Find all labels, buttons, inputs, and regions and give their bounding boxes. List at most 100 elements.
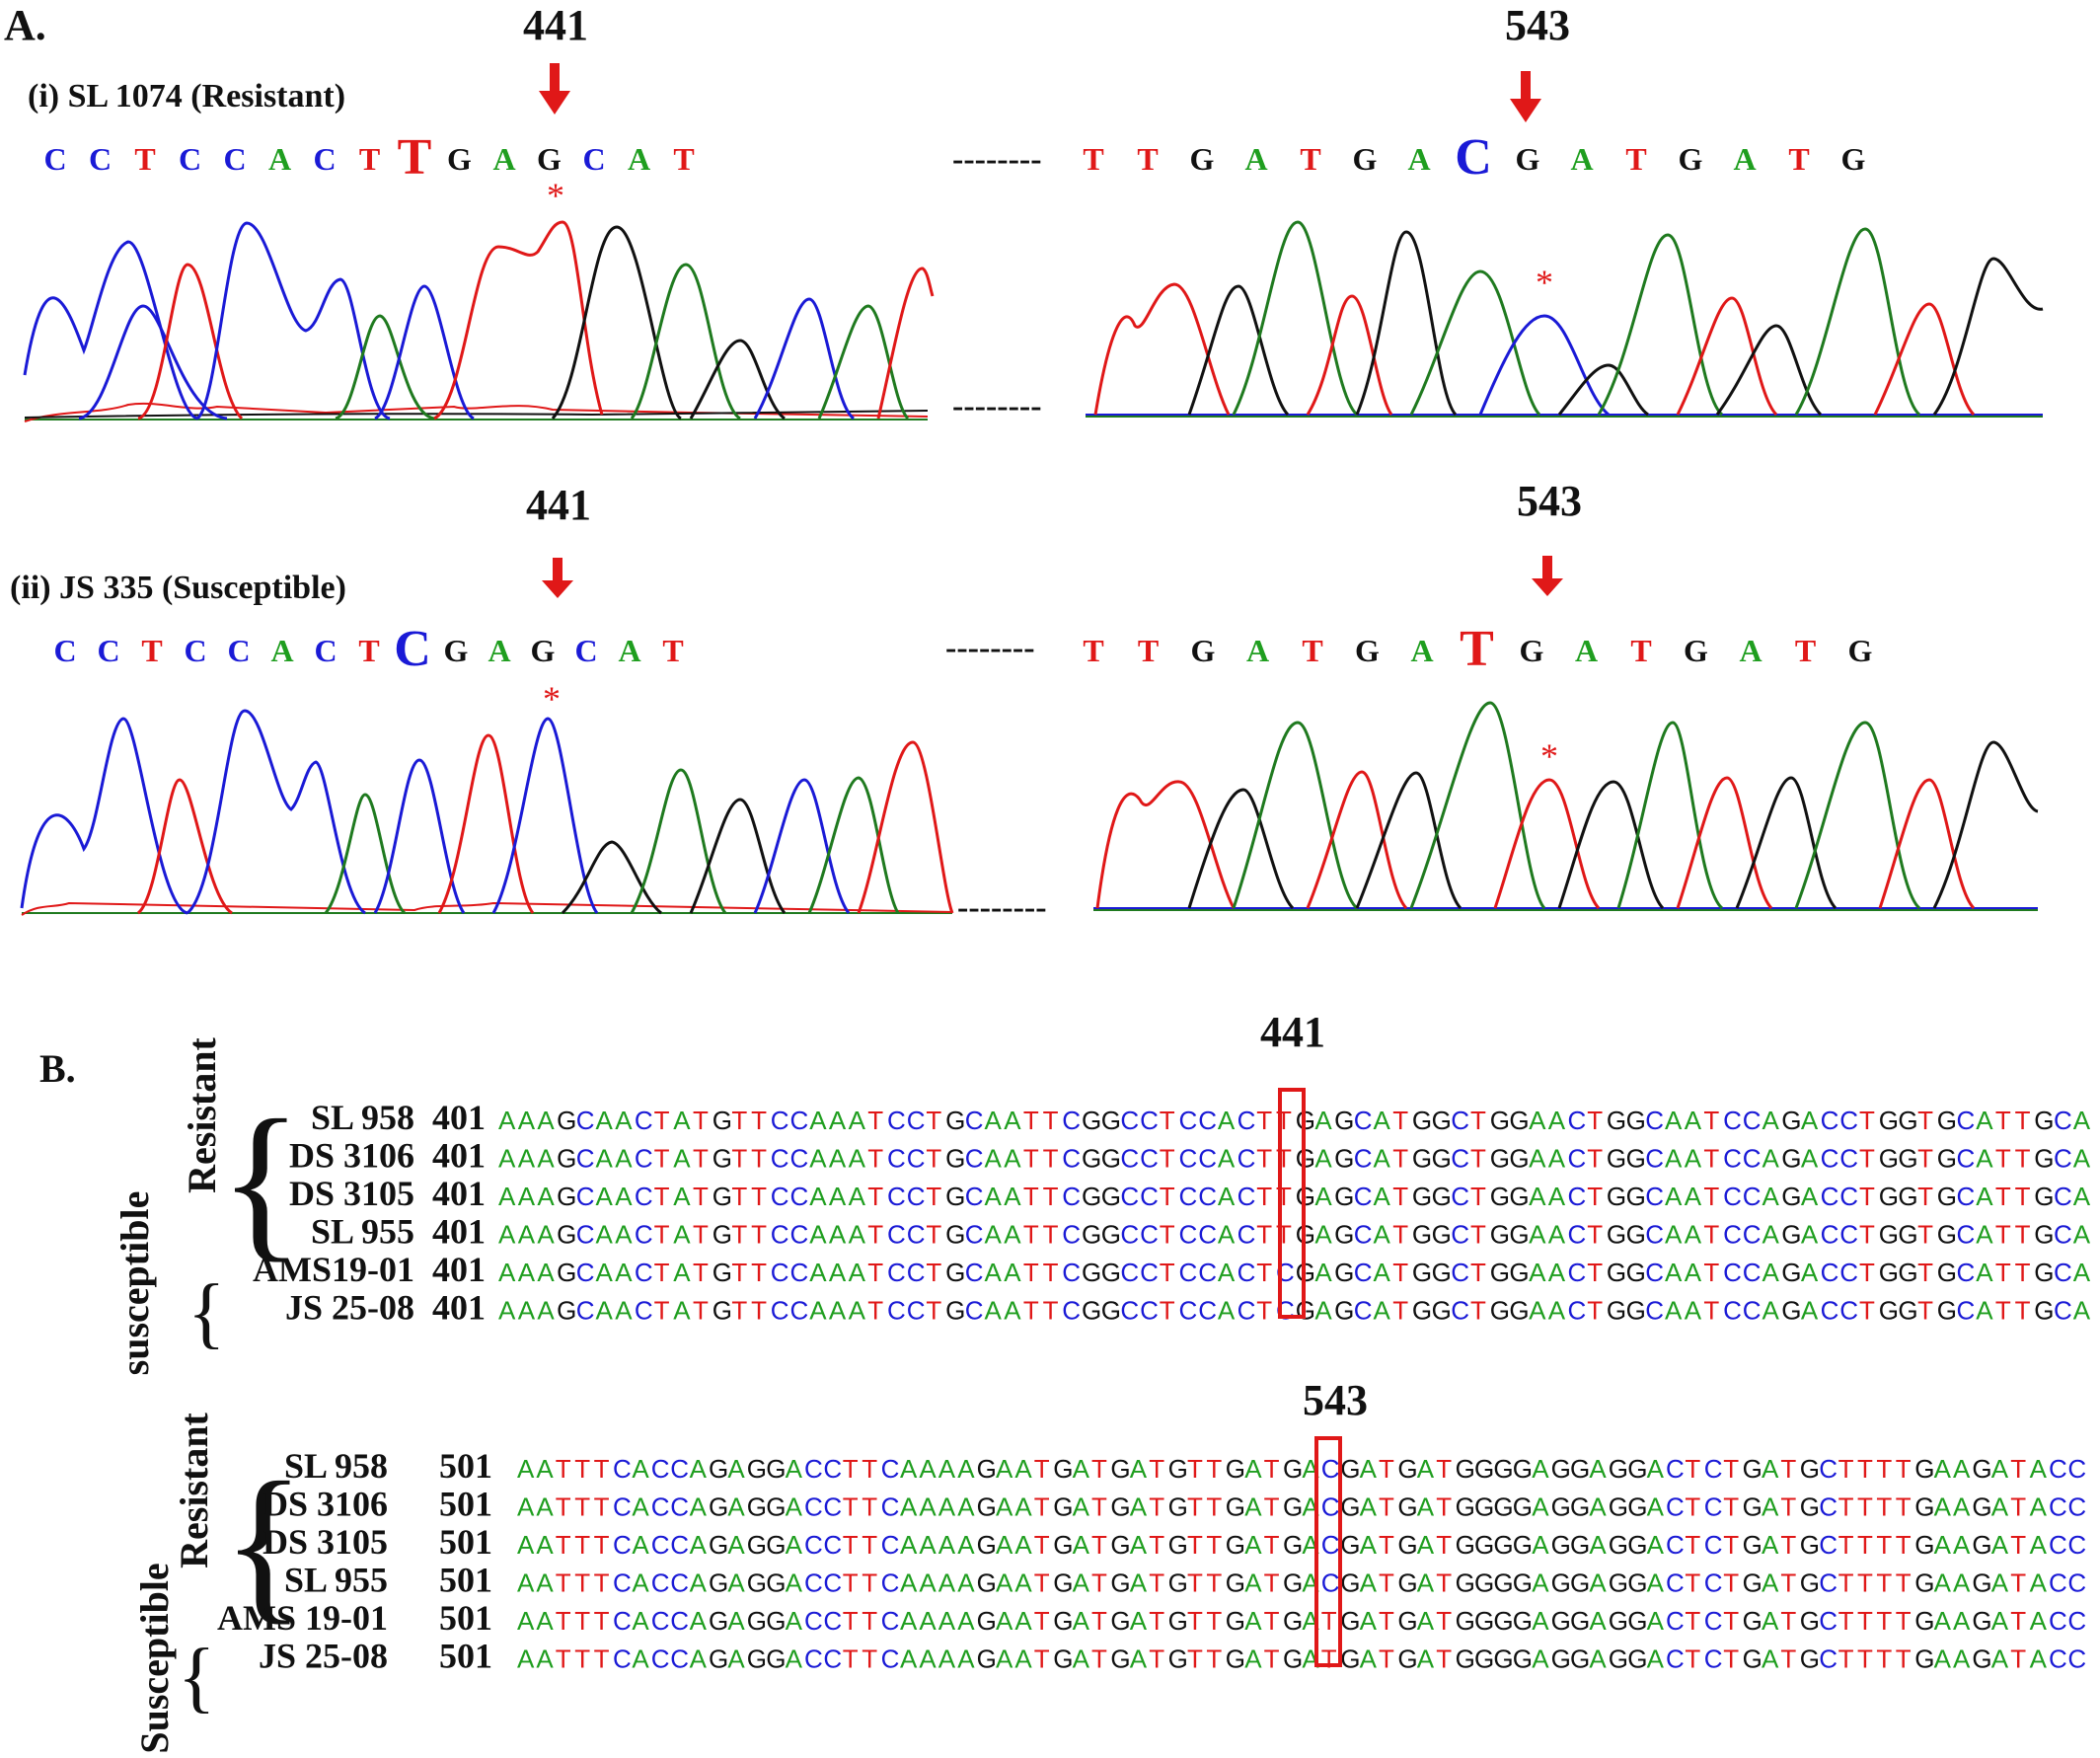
base-call: T [134,141,155,177]
base-call: G [1516,141,1540,177]
base-call: G [447,141,472,177]
aligned-sequence: AAAGCAACT AT GT T CCAAAT CCT GCAAT T CGGCCT CCACT… [498,1106,2091,1135]
aligned-sequence: AAT T T CACCAGAGGACCT T CAAAAGAAT GAT GAT GT T GAT… [517,1492,2086,1522]
sample-name: DS 3106 [262,1485,388,1524]
sample-name: DS 3105 [262,1522,388,1562]
panel-b-label: B. [39,1046,76,1091]
sample-name: JS 25-08 [259,1637,388,1676]
base-call: T [359,141,380,177]
sequence-start: 401 [432,1136,486,1176]
snp-highlight-box [1278,1088,1306,1319]
base-call: C [43,141,66,177]
base-call: C [314,633,337,668]
base-call: T [1795,633,1816,668]
alignment-rows: SL 958 501 AAT T T CACCAGAGGACCT T CAAAAGAAT GAT… [217,1446,2086,1676]
sample-name: SL 958 [311,1098,414,1137]
base-call: G [1841,141,1866,177]
base-call: T [1302,633,1322,668]
sequence-start: 401 [432,1212,486,1252]
chromatogram-left [23,220,935,422]
aligned-sequence: AAAGCAACT AT GT T CCAAAT CCT GCAAT T CGGCCT CCACT… [498,1258,2091,1287]
sequence-gap: -------- [952,141,1042,178]
snp-star: * [1540,736,1558,776]
brace-icon: { [178,1634,215,1720]
base-call: G [1684,633,1708,668]
base-call: C [223,141,246,177]
base-call: G [1520,633,1544,668]
sequence-start: 501 [439,1561,492,1600]
base-call: C [227,633,250,668]
group-label-susceptible: Susceptible [132,1563,177,1753]
chromatogram-right [1093,701,2039,911]
aligned-sequence: AAT T T CACCAGAGGACCT T CAAAAGAAT GAT GAT GT T GAT… [517,1568,2086,1598]
base-call: A [1575,633,1598,668]
position-label-right: 543 [1505,1,1570,49]
group-label-resistant: Resistant [172,1412,216,1567]
base-call: T [141,633,162,668]
aligned-sequence: AAT T T CACCAGAGGACCT T CAAAAGAAT GAT GAT GT T GAT… [517,1606,2086,1636]
sample-name: AMS 19-01 [217,1598,388,1638]
chromatogram-gap: -------- [957,889,1047,926]
panel-a-label: A. [4,1,46,49]
base-call: G [1848,633,1873,668]
base-call: T [673,141,694,177]
base-call: G [531,633,556,668]
aligned-sequence: AAAGCAACT AT GT T CCAAAT CCT GCAAT T CGGCCT CCACT… [498,1220,2091,1250]
base-call: G [1191,633,1216,668]
base-call: C [53,633,76,668]
base-call: C [179,141,201,177]
snp-base: C [1455,129,1492,186]
marker-label: 441 [1260,1008,1325,1056]
base-call: A [628,141,650,177]
snp-star: * [547,176,564,215]
base-call: G [1353,141,1378,177]
base-call: T [1300,141,1320,177]
base-call: A [618,633,640,668]
sequence-start: 401 [432,1250,486,1289]
brace-icon: { [188,1269,225,1356]
brace-icon: { [219,1085,302,1277]
base-call: C [582,141,605,177]
base-call: T [358,633,379,668]
position-label-left: 441 [526,481,591,529]
track-title: (i) SL 1074 (Resistant) [28,78,345,115]
snp-base: T [398,129,432,186]
base-call: A [492,141,515,177]
base-call: A [270,633,293,668]
aligned-sequence: AAT T T CACCAGAGGACCT T CAAAAGAAT GAT GAT GT T GAT… [517,1454,2086,1484]
group-label-susceptible: susceptible [112,1191,157,1376]
sample-name: SL 955 [311,1212,414,1252]
chromatogram-left [20,709,954,916]
arrow-icon [539,63,570,115]
base-call: A [1739,633,1762,668]
sequence-start: 501 [439,1485,492,1524]
sample-name: DS 3106 [289,1136,414,1176]
sample-name: SL 958 [284,1446,388,1486]
sequence-start: 501 [439,1446,492,1486]
base-call: T [1083,633,1103,668]
chromatogram-right [1086,220,2044,418]
arrow-icon [542,558,573,598]
base-call: C [313,141,336,177]
alignment-block-543: 543 Resistant Susceptible { { SL 958 501 A… [132,1376,2086,1754]
base-call: A [1246,633,1269,668]
base-call: G [1190,141,1215,177]
base-call: C [574,633,597,668]
snp-star: * [1536,263,1553,302]
base-call: A [488,633,510,668]
base-call: A [1570,141,1593,177]
snp-star: * [543,679,561,719]
group-label-resistant: Resistant [180,1036,224,1192]
aligned-sequence: AAT T T CACCAGAGGACCT T CAAAAGAAT GAT GAT GT T GAT… [517,1530,2086,1560]
base-call: T [1788,141,1809,177]
sequence-start: 401 [432,1098,486,1137]
base-call: G [1355,633,1380,668]
base-call: T [1625,141,1646,177]
snp-base: T [1460,621,1494,677]
base-call: G [1679,141,1703,177]
sequence-start: 501 [439,1522,492,1562]
alignment-block-441: 441 Resistant susceptible { { SL 958 401 A… [112,1008,2091,1375]
